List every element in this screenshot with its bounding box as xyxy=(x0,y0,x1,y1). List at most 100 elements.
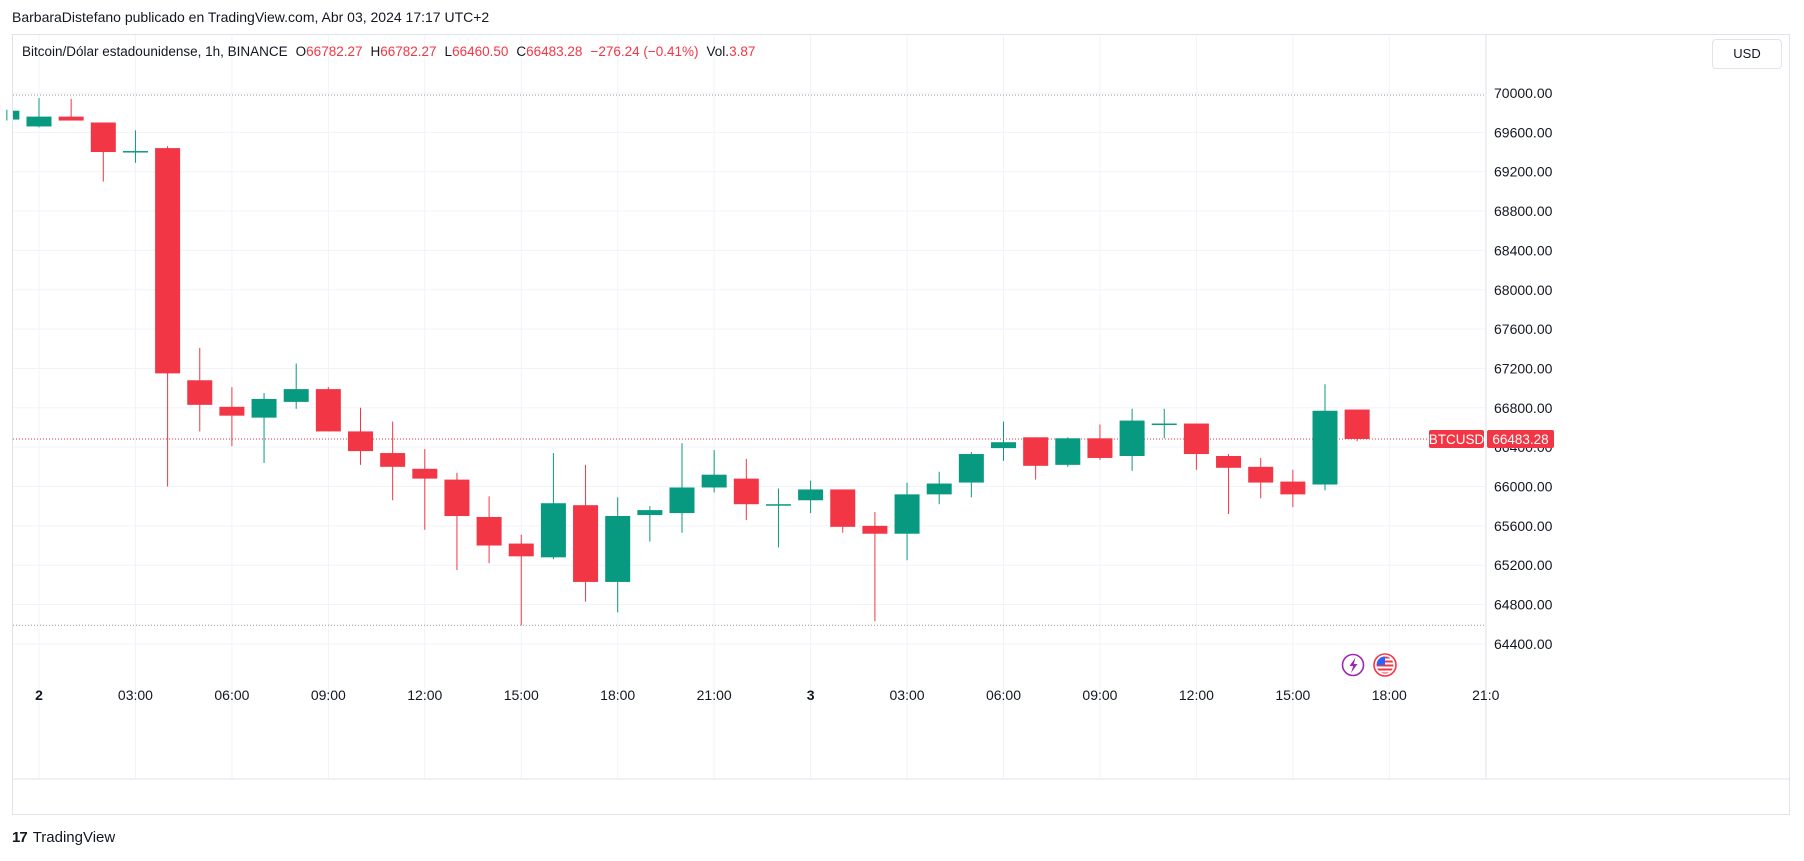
candle[interactable] xyxy=(1280,469,1306,508)
candle[interactable] xyxy=(1055,437,1081,467)
candle-body xyxy=(1087,438,1113,458)
candle-body xyxy=(862,525,888,534)
lightning-icon[interactable] xyxy=(1341,653,1365,677)
candle[interactable] xyxy=(122,130,148,163)
candle[interactable] xyxy=(605,497,631,613)
candle[interactable] xyxy=(573,464,599,602)
candle[interactable] xyxy=(283,363,309,409)
candle-body xyxy=(122,151,148,153)
time-tick-label: 2 xyxy=(35,687,43,703)
candle[interactable] xyxy=(380,421,406,501)
candle[interactable] xyxy=(90,122,116,182)
price-tick-label: 64800.00 xyxy=(1494,597,1553,613)
legend-close-value: 66483.28 xyxy=(526,44,583,59)
candle[interactable] xyxy=(508,534,534,626)
price-tick-label: 68400.00 xyxy=(1494,242,1553,258)
legend-volume-value: 3.87 xyxy=(729,44,756,59)
candle[interactable] xyxy=(1183,423,1209,470)
candle[interactable] xyxy=(862,512,888,622)
candle[interactable] xyxy=(926,471,952,505)
tradingview-logo[interactable]: 17 TradingView xyxy=(12,829,115,846)
legend-symbol[interactable]: Bitcoin/Dólar estadounidense, 1h, BINANC… xyxy=(22,44,288,59)
candle[interactable] xyxy=(1151,408,1177,439)
price-tick-label: 67200.00 xyxy=(1494,360,1553,376)
candle[interactable] xyxy=(187,347,213,432)
candle-body xyxy=(1312,410,1338,485)
price-tick-label: 69600.00 xyxy=(1494,124,1553,140)
candle[interactable] xyxy=(798,480,824,514)
time-tick-label: 09:00 xyxy=(311,687,346,703)
price-tick-label: 68000.00 xyxy=(1494,282,1553,298)
candle[interactable] xyxy=(1344,409,1370,442)
candle[interactable] xyxy=(701,450,727,493)
candle[interactable] xyxy=(444,472,470,571)
candle[interactable] xyxy=(6,109,20,121)
legend-open-value: 66782.27 xyxy=(306,44,363,59)
candle[interactable] xyxy=(1023,437,1049,480)
candle[interactable] xyxy=(58,98,84,121)
candle[interactable] xyxy=(733,458,759,520)
legend-volume-label: Vol. xyxy=(706,44,730,59)
time-axis: 2 03:00 06:00 09:00 12:00 15:00 18:00 21:00 3 03:… xyxy=(35,687,1499,703)
last-price-symbol: BTCUSD xyxy=(1429,432,1485,447)
candle[interactable] xyxy=(1248,457,1274,499)
candle[interactable] xyxy=(830,489,856,533)
candle-body xyxy=(58,116,84,121)
candle[interactable] xyxy=(155,146,181,487)
candle-body xyxy=(444,479,470,517)
candle[interactable] xyxy=(412,449,438,530)
currency-button[interactable]: USD xyxy=(1712,39,1782,69)
candle-body xyxy=(1344,409,1370,439)
candle-body xyxy=(251,398,277,418)
price-axis: 64400.00 64800.00 65200.00 65600.00 66000.00… xyxy=(1494,85,1553,652)
price-tick-label: 69200.00 xyxy=(1494,164,1553,180)
candle-body xyxy=(283,389,309,402)
candle[interactable] xyxy=(476,496,502,564)
candle[interactable] xyxy=(1312,384,1338,491)
candle[interactable] xyxy=(958,452,984,498)
candle[interactable] xyxy=(1119,408,1145,471)
time-tick-label: 06:00 xyxy=(214,687,249,703)
candle-body xyxy=(380,453,406,467)
time-tick-label: 18:00 xyxy=(1372,687,1407,703)
candle[interactable] xyxy=(26,97,52,128)
candle[interactable] xyxy=(1216,454,1242,515)
candle[interactable] xyxy=(637,506,663,542)
candle[interactable] xyxy=(251,393,277,463)
price-tick-label: 68800.00 xyxy=(1494,203,1553,219)
candle-body xyxy=(1119,420,1145,457)
publisher-line: BarbaraDistefano publicado en TradingVie… xyxy=(12,9,490,25)
candle[interactable] xyxy=(219,387,245,447)
candle-body xyxy=(958,454,984,483)
us-flag-icon[interactable] xyxy=(1373,653,1397,677)
candle-body xyxy=(573,505,599,582)
candle[interactable] xyxy=(669,443,695,533)
candle[interactable] xyxy=(1087,424,1113,460)
candle-body xyxy=(476,516,502,546)
time-tick-label: 21:0 xyxy=(1472,687,1499,703)
legend-low-label: L xyxy=(444,44,453,59)
time-tick-label: 09:00 xyxy=(1082,687,1117,703)
price-tick-label: 67600.00 xyxy=(1494,321,1553,337)
candle[interactable] xyxy=(348,407,373,465)
last-price-value-tag xyxy=(1487,429,1554,448)
candle-body xyxy=(1280,481,1306,495)
last-price-value: 66483.28 xyxy=(1492,432,1548,447)
candle[interactable] xyxy=(991,421,1016,461)
candle[interactable] xyxy=(540,453,566,560)
candle[interactable] xyxy=(765,488,791,548)
legend-high-value: 66782.27 xyxy=(380,44,437,59)
time-tick-label: 3 xyxy=(807,687,815,703)
legend-close-label: C xyxy=(516,44,527,59)
candle-body xyxy=(187,380,213,405)
range-lines xyxy=(13,94,1486,626)
candle[interactable] xyxy=(315,387,341,432)
legend-low-value: 66460.50 xyxy=(452,44,509,59)
time-tick-label: 12:00 xyxy=(407,687,442,703)
price-tick-label: 64400.00 xyxy=(1494,636,1553,652)
candle[interactable] xyxy=(894,482,920,561)
candle-body xyxy=(765,504,791,506)
candle-body xyxy=(90,122,116,153)
price-tick-label: 65200.00 xyxy=(1494,557,1553,573)
